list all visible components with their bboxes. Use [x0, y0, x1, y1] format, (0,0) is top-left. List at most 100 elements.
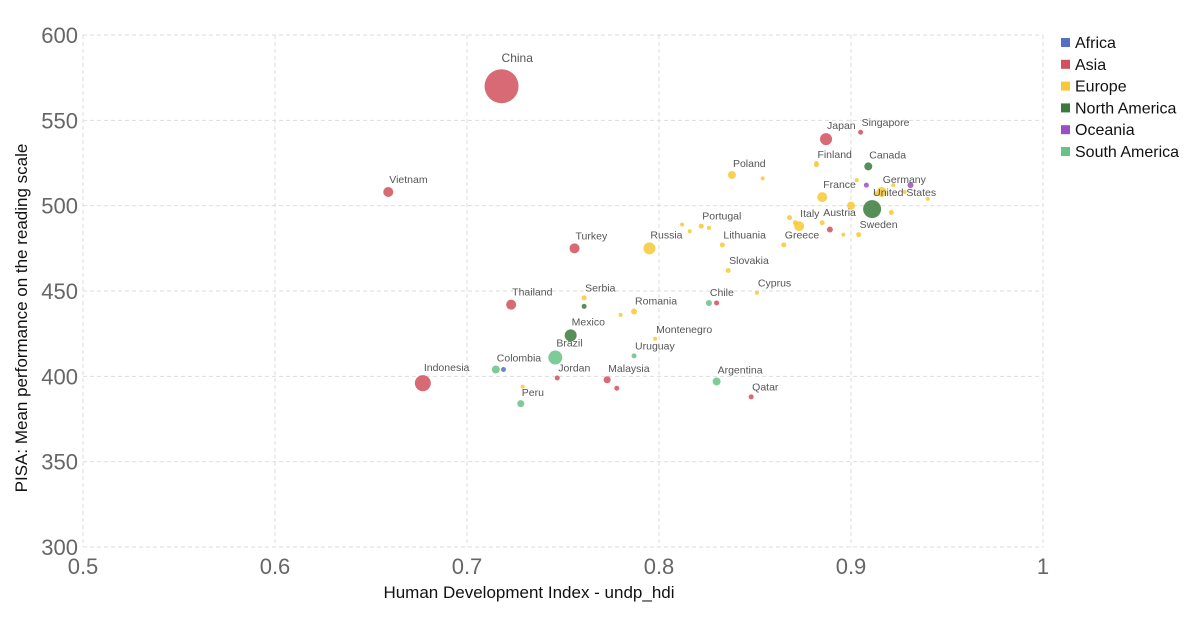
legend-item: Europe — [1075, 79, 1127, 96]
data-point — [792, 220, 798, 226]
point-label: Singapore — [862, 117, 910, 129]
legend-item: South America — [1075, 144, 1179, 161]
point-label: Argentina — [718, 364, 763, 376]
point-label: United States — [873, 187, 936, 199]
x-axis-ticks: 0.5 0.6 0.7 0.8 0.9 1 — [68, 554, 1049, 579]
data-point — [925, 196, 930, 201]
data-point — [631, 353, 637, 359]
legend-swatch — [1061, 103, 1070, 113]
data-point — [719, 242, 725, 248]
point-label: Portugal — [702, 211, 741, 223]
data-point — [817, 192, 828, 203]
point-label: Germany — [883, 174, 927, 186]
point-label: Japan — [827, 120, 856, 132]
data-point — [500, 367, 506, 373]
data-point — [888, 209, 894, 215]
y-axis-ticks: 300 350 400 450 500 550 600 — [41, 23, 78, 560]
point-label: Chile — [710, 287, 734, 299]
point-label: Finland — [817, 149, 852, 161]
point-label: Lithuania — [723, 229, 766, 241]
data-point — [891, 183, 896, 188]
data-point — [581, 303, 587, 309]
x-tick-label: 0.7 — [452, 554, 483, 579]
legend-swatch — [1061, 125, 1070, 135]
data-point — [680, 222, 685, 227]
data-point — [856, 232, 862, 238]
data-point — [902, 190, 907, 195]
point-label: Vietnam — [389, 174, 428, 186]
data-points — [383, 69, 930, 408]
data-point — [698, 223, 704, 229]
data-point — [618, 312, 623, 317]
data-point — [712, 377, 721, 386]
data-point — [581, 295, 587, 301]
data-point — [863, 182, 869, 188]
point-label: China — [502, 51, 534, 65]
point-label: Montenegro — [656, 324, 712, 336]
data-point — [748, 394, 754, 400]
legend-swatch — [1061, 147, 1070, 156]
data-point — [548, 350, 563, 365]
data-point — [517, 400, 525, 408]
point-label: Slovakia — [729, 255, 769, 267]
data-point — [520, 384, 525, 389]
point-label: Greece — [785, 229, 820, 241]
data-point — [873, 191, 879, 197]
y-tick-label: 600 — [41, 23, 78, 48]
data-point — [687, 229, 692, 234]
point-label: Austria — [823, 207, 856, 219]
point-label: Colombia — [497, 353, 542, 365]
data-point — [858, 129, 864, 135]
data-point — [814, 161, 819, 165]
y-tick-label: 450 — [41, 279, 78, 304]
data-point — [781, 242, 787, 248]
data-point — [876, 187, 887, 198]
legend-item: Africa — [1075, 35, 1116, 52]
point-label: Italy — [800, 208, 820, 220]
data-point — [554, 375, 560, 381]
point-label: Thailand — [512, 287, 552, 299]
data-point — [760, 176, 765, 181]
data-point — [841, 232, 846, 237]
data-point — [653, 336, 658, 341]
data-point — [643, 242, 656, 255]
data-point — [491, 365, 500, 374]
point-label: Qatar — [752, 381, 779, 393]
point-label: Canada — [869, 149, 906, 161]
data-point — [854, 178, 859, 183]
data-point — [847, 201, 855, 210]
legend-swatch — [1061, 38, 1070, 47]
data-point — [603, 376, 611, 384]
legend-swatch — [1061, 59, 1070, 69]
data-point — [705, 299, 712, 306]
grid — [82, 34, 1044, 548]
data-point — [383, 187, 394, 198]
data-point — [787, 215, 793, 221]
data-point — [907, 182, 914, 189]
point-label: Turkey — [576, 230, 608, 242]
point-label: Jordan — [558, 363, 590, 375]
x-tick-label: 0.8 — [644, 554, 675, 579]
data-point — [614, 385, 620, 391]
data-point — [484, 69, 519, 104]
data-point — [564, 329, 577, 342]
data-point — [864, 162, 873, 171]
x-axis-title: Human Development Index - undp_hdi — [383, 583, 674, 602]
legend-item: Oceania — [1075, 122, 1135, 139]
data-point — [506, 299, 517, 310]
y-tick-label: 550 — [41, 108, 78, 133]
data-point — [819, 220, 825, 226]
point-label: Brazil — [556, 338, 582, 350]
x-tick-label: 0.9 — [836, 554, 867, 579]
point-label: Russia — [650, 229, 682, 241]
legend-item: North America — [1075, 100, 1176, 117]
point-label: Poland — [733, 158, 766, 170]
point-label: Indonesia — [424, 362, 470, 374]
point-label: Mexico — [572, 316, 605, 328]
data-point — [754, 290, 759, 295]
point-label: Serbia — [585, 282, 616, 294]
data-point — [863, 200, 882, 219]
data-point — [414, 375, 431, 392]
point-label: Peru — [522, 387, 544, 399]
